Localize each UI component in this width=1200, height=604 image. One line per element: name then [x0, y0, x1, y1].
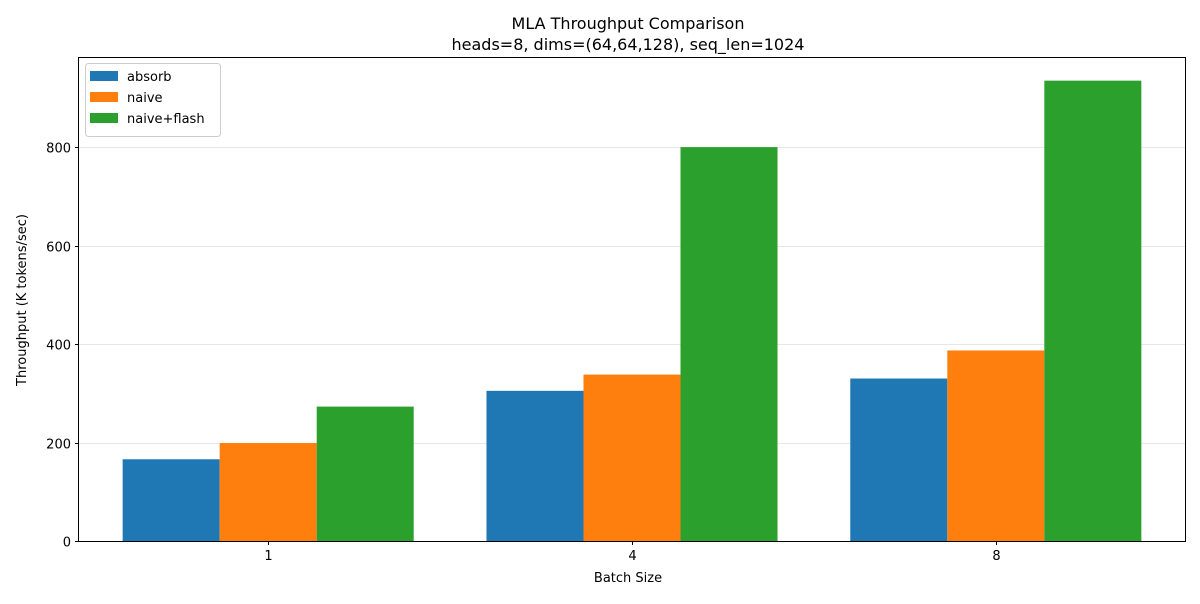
legend-box — [85, 63, 221, 137]
bars — [122, 80, 1142, 541]
y-tick-label: 400 — [46, 339, 71, 354]
bar-naive-8 — [947, 350, 1045, 541]
y-tick-label: 800 — [46, 142, 71, 157]
bar-absorb-1 — [122, 459, 220, 541]
bar-naive-1 — [219, 443, 317, 541]
legend-label: naive — [127, 91, 163, 106]
x-tick-label: 1 — [264, 549, 272, 564]
x-axis-label: Batch Size — [594, 571, 662, 586]
y-tick-label: 200 — [46, 438, 71, 453]
bar-absorb-4 — [486, 390, 584, 541]
legend-label: absorb — [127, 70, 172, 85]
legend-swatch — [90, 113, 118, 123]
chart-title: MLA Throughput Comparison — [512, 14, 745, 33]
bar-naive-4 — [583, 374, 681, 541]
y-tick-label: 600 — [46, 241, 71, 256]
bar-naive-flash-8 — [1044, 80, 1142, 541]
x-tick-label: 8 — [992, 549, 1000, 564]
y-axis-label: Throughput (K tokens/sec) — [15, 214, 30, 387]
x-tick-label: 4 — [628, 549, 636, 564]
legend: absorb naive naive+flash — [85, 63, 221, 137]
legend-swatch — [90, 92, 118, 102]
y-tick-label: 0 — [63, 536, 71, 551]
chart-subtitle: heads=8, dims=(64,64,128), seq_len=1024 — [452, 35, 805, 55]
bar-naive-flash-4 — [680, 147, 778, 541]
bar-absorb-8 — [850, 378, 948, 541]
axes: 0 200 400 600 800 1 4 8 — [46, 142, 1000, 565]
bar-naive-flash-1 — [316, 406, 414, 541]
legend-label: naive+flash — [127, 112, 205, 127]
legend-swatch — [90, 71, 118, 81]
